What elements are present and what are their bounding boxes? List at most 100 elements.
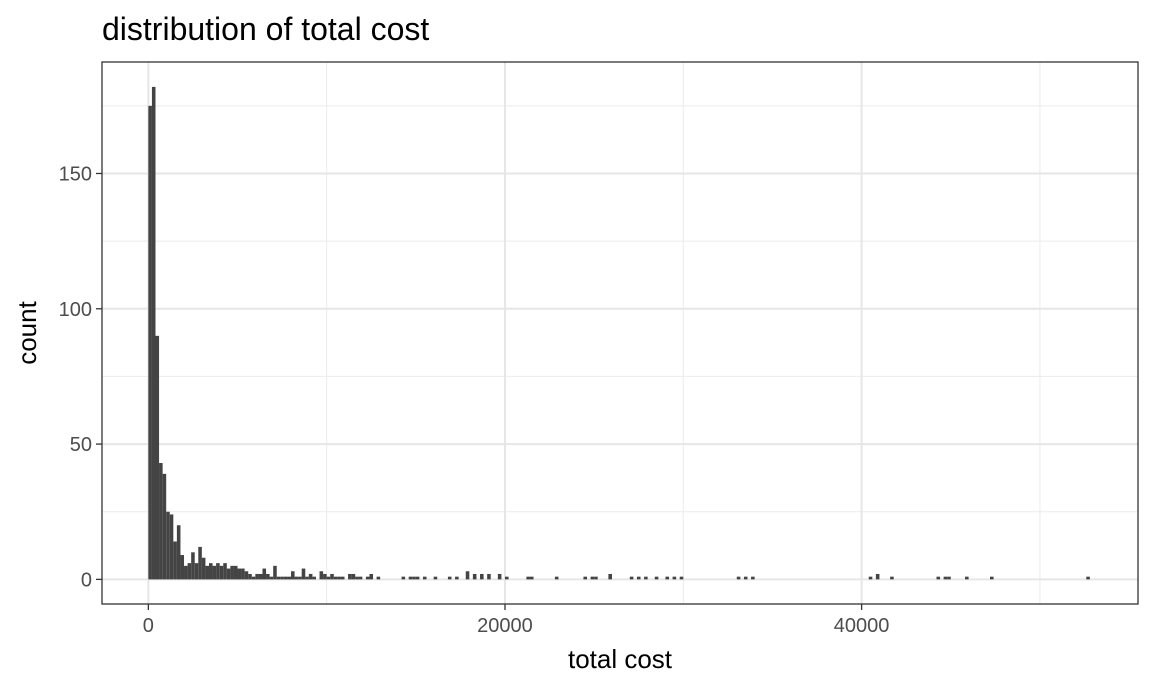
histogram-bar: [594, 576, 598, 580]
histogram-bar: [736, 576, 741, 580]
histogram-bar: [472, 573, 477, 580]
histogram-bar: [351, 573, 356, 580]
histogram-bar: [262, 568, 267, 580]
histogram-bar: [583, 576, 588, 580]
histogram-bar: [337, 576, 341, 580]
histogram-bar: [365, 576, 370, 580]
histogram-bar: [273, 565, 277, 580]
histogram-bar: [401, 576, 406, 580]
histogram-bar: [237, 568, 242, 580]
x-axis-title: total cost: [568, 644, 673, 674]
histogram-bar: [415, 576, 420, 580]
histogram-bar: [294, 576, 299, 580]
histogram-bar: [672, 576, 677, 580]
histogram-bar: [487, 573, 491, 580]
histogram-bar: [258, 573, 263, 580]
histogram-bar: [526, 576, 530, 580]
histogram-bar: [201, 557, 206, 580]
histogram-bar: [287, 576, 292, 580]
histogram-bar: [369, 573, 374, 580]
histogram-bar: [162, 473, 167, 580]
histogram-bar: [205, 565, 209, 580]
histogram-bar: [148, 105, 152, 580]
histogram-bar: [412, 576, 416, 580]
histogram-bar: [348, 573, 352, 580]
histogram-bar: [269, 576, 274, 580]
histogram-bar: [233, 565, 238, 580]
histogram-bar: [890, 576, 894, 580]
histogram-bar: [169, 514, 174, 580]
histogram-bar: [319, 571, 324, 580]
y-tick-label: 150: [59, 163, 92, 185]
histogram-bar: [194, 563, 199, 580]
histogram-bar: [212, 565, 217, 580]
histogram-bar: [219, 565, 224, 580]
histogram-bar: [447, 576, 452, 580]
histogram-bar: [166, 511, 170, 580]
panel-border: [101, 61, 1139, 605]
histogram-bar: [465, 571, 470, 580]
histogram-bar: [326, 576, 331, 580]
major-gridlines: [102, 62, 1138, 604]
histogram-bar: [751, 576, 755, 580]
histogram-bar: [155, 335, 160, 580]
histogram-bar: [654, 576, 659, 580]
histogram-bar: [943, 576, 948, 580]
histogram-bar: [936, 576, 941, 580]
histogram-bar: [422, 576, 427, 580]
y-tick-label: 100: [59, 299, 92, 321]
histogram-bar: [376, 576, 381, 580]
histogram-bar: [679, 576, 684, 580]
histogram-bar: [590, 576, 595, 580]
histogram-bar: [868, 576, 873, 580]
y-tick-label: 0: [81, 569, 92, 591]
y-axis-ticks: 0 50 100 150: [59, 163, 102, 591]
histogram-bar: [433, 576, 438, 580]
histogram-bar: [554, 576, 559, 580]
histogram-bar: [180, 555, 185, 580]
histogram-bar: [340, 576, 345, 580]
histogram-bar: [305, 576, 309, 580]
histogram-bar: [280, 576, 284, 580]
histogram-bar: [226, 568, 231, 580]
histogram-bar: [184, 565, 188, 580]
histogram-bar: [1086, 576, 1090, 580]
histogram-bar: [241, 568, 245, 580]
histogram-bar: [266, 573, 270, 580]
histogram-bar: [244, 571, 249, 580]
histogram-bar: [255, 573, 259, 580]
histogram-bar: [333, 576, 338, 580]
histogram-bar: [301, 568, 306, 580]
histogram-bar: [504, 576, 509, 580]
y-axis-title: count: [12, 300, 42, 364]
histogram-bar: [223, 563, 227, 580]
histogram-bar: [480, 573, 484, 580]
x-tick-label: 20000: [477, 615, 533, 637]
histogram-bar: [497, 573, 502, 580]
histogram-bar: [191, 552, 195, 580]
histogram-bar: [216, 563, 220, 580]
histogram-bar: [173, 541, 177, 580]
histogram-bar: [965, 576, 969, 580]
minor-gridlines: [102, 62, 1138, 604]
histogram-bar: [276, 576, 281, 580]
x-tick-label: 0: [143, 615, 154, 637]
histogram-bar: [251, 576, 256, 580]
histogram-bar: [291, 571, 295, 580]
histogram-bar: [743, 576, 748, 580]
histogram-bar: [230, 565, 234, 580]
histogram-bar: [312, 576, 316, 580]
histogram-bar: [636, 576, 641, 580]
histogram-bar: [176, 525, 181, 580]
histogram-bar: [323, 573, 327, 580]
histogram-bar: [198, 546, 202, 580]
histogram-bar: [355, 576, 359, 580]
histogram-bar: [875, 573, 880, 580]
histogram-bar: [208, 563, 213, 580]
histogram-bar: [283, 576, 288, 580]
histogram-bar: [408, 576, 413, 580]
histogram-bar: [665, 576, 670, 580]
histogram-bar: [159, 463, 163, 580]
histogram-bar: [248, 573, 252, 580]
